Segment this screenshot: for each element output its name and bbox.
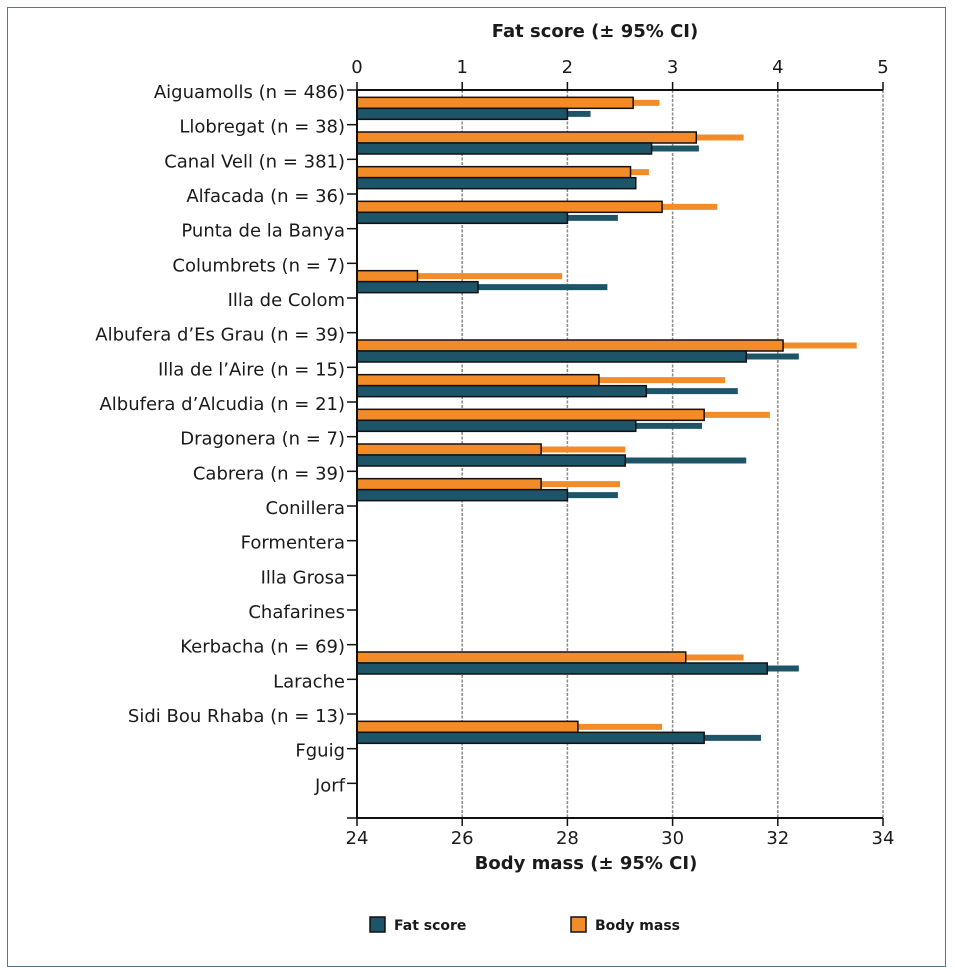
category-label: Cabrera (n = 39): [193, 463, 345, 484]
bottom-tick-label: 24: [346, 828, 369, 849]
category-label: Larache: [273, 671, 345, 692]
bottom-tick-label: 32: [766, 828, 789, 849]
category-label: Jorf: [314, 775, 346, 796]
axes: 0 1 2 3 4 524 26 28 30 32 34: [346, 57, 895, 849]
fat-score-bar: [356, 419, 637, 433]
bottom-tick-label: 26: [451, 828, 474, 849]
fat-score-bar: [356, 454, 627, 467]
body-mass-bar: [356, 443, 542, 456]
category-label: Llobregat (n = 38): [179, 117, 345, 138]
body-mass-bar: [356, 96, 634, 110]
category-label: Fguig: [295, 741, 345, 762]
legend: Fat score Body mass: [369, 916, 680, 934]
body-mass-bar: [356, 477, 542, 491]
legend-fat-score-label: Fat score: [394, 918, 466, 934]
fat-score-bar: [356, 350, 747, 363]
category-label: Aiguamolls (n = 486): [154, 82, 345, 103]
top-tick-label: 4: [772, 57, 783, 78]
body-mass-bar: [356, 651, 687, 664]
category-label: Sidi Bou Rhaba (n = 13): [128, 706, 345, 727]
category-label: Columbrets (n = 7): [172, 255, 345, 276]
category-label: Illa de l’Aire (n = 15): [158, 359, 345, 380]
body-mass-bar: [356, 131, 698, 144]
top-tick-label: 3: [667, 57, 678, 78]
category-label: Dragonera (n = 7): [180, 429, 345, 450]
fat-score-bar: [356, 384, 648, 398]
category-label: Alfacada (n = 36): [186, 186, 345, 207]
bottom-axis-title: Body mass (± 95% CI): [475, 853, 698, 874]
body-mass-bar: [356, 339, 784, 352]
top-tick-label: 1: [456, 57, 467, 78]
body-mass-bar: [356, 720, 579, 734]
category-label: Chafarines: [248, 602, 345, 623]
fat-score-bar: [356, 176, 637, 190]
bottom-tick-label: 34: [872, 828, 895, 849]
category-label: Kerbacha (n = 69): [180, 637, 345, 658]
top-axis-title: Fat score (± 95% CI): [492, 21, 698, 42]
category-labels: Aiguamolls (n = 486) Llobregat (n = 38) Ca…: [95, 82, 345, 796]
fat-score-bar: [356, 731, 705, 745]
category-label: Canal Vell (n = 381): [164, 151, 345, 172]
top-tick-label: 0: [351, 57, 362, 78]
legend-fat-score-swatch: [369, 916, 386, 933]
fat-score-bar: [356, 488, 569, 502]
fat-score-bar: [356, 280, 479, 294]
top-tick-label: 2: [562, 57, 573, 78]
category-label: Formentera: [241, 533, 345, 554]
category-label: Illa Grosa: [261, 567, 345, 588]
fat-score-bar: [356, 142, 653, 155]
category-label: Punta de la Banya: [181, 221, 345, 242]
body-mass-bar: [356, 373, 600, 387]
legend-body-mass-swatch: [570, 916, 587, 933]
bars: [356, 96, 857, 745]
bottom-tick-label: 28: [556, 828, 579, 849]
body-mass-bar: [356, 165, 632, 179]
fat-score-bar: [356, 107, 569, 121]
fat-score-bar: [356, 211, 569, 225]
body-mass-bar: [356, 408, 705, 422]
category-label: Conillera: [266, 498, 346, 519]
bottom-tick-label: 30: [661, 828, 684, 849]
body-mass-bar: [356, 269, 419, 283]
fat-score-bar: [356, 662, 769, 675]
top-tick-label: 5: [877, 57, 888, 78]
category-label: Albufera d’Alcudia (n = 21): [99, 394, 345, 415]
category-label: Albufera d’Es Grau (n = 39): [95, 325, 345, 346]
body-mass-bar: [356, 200, 663, 214]
legend-body-mass-label: Body mass: [595, 918, 680, 934]
category-label: Illa de Colom: [228, 290, 345, 311]
